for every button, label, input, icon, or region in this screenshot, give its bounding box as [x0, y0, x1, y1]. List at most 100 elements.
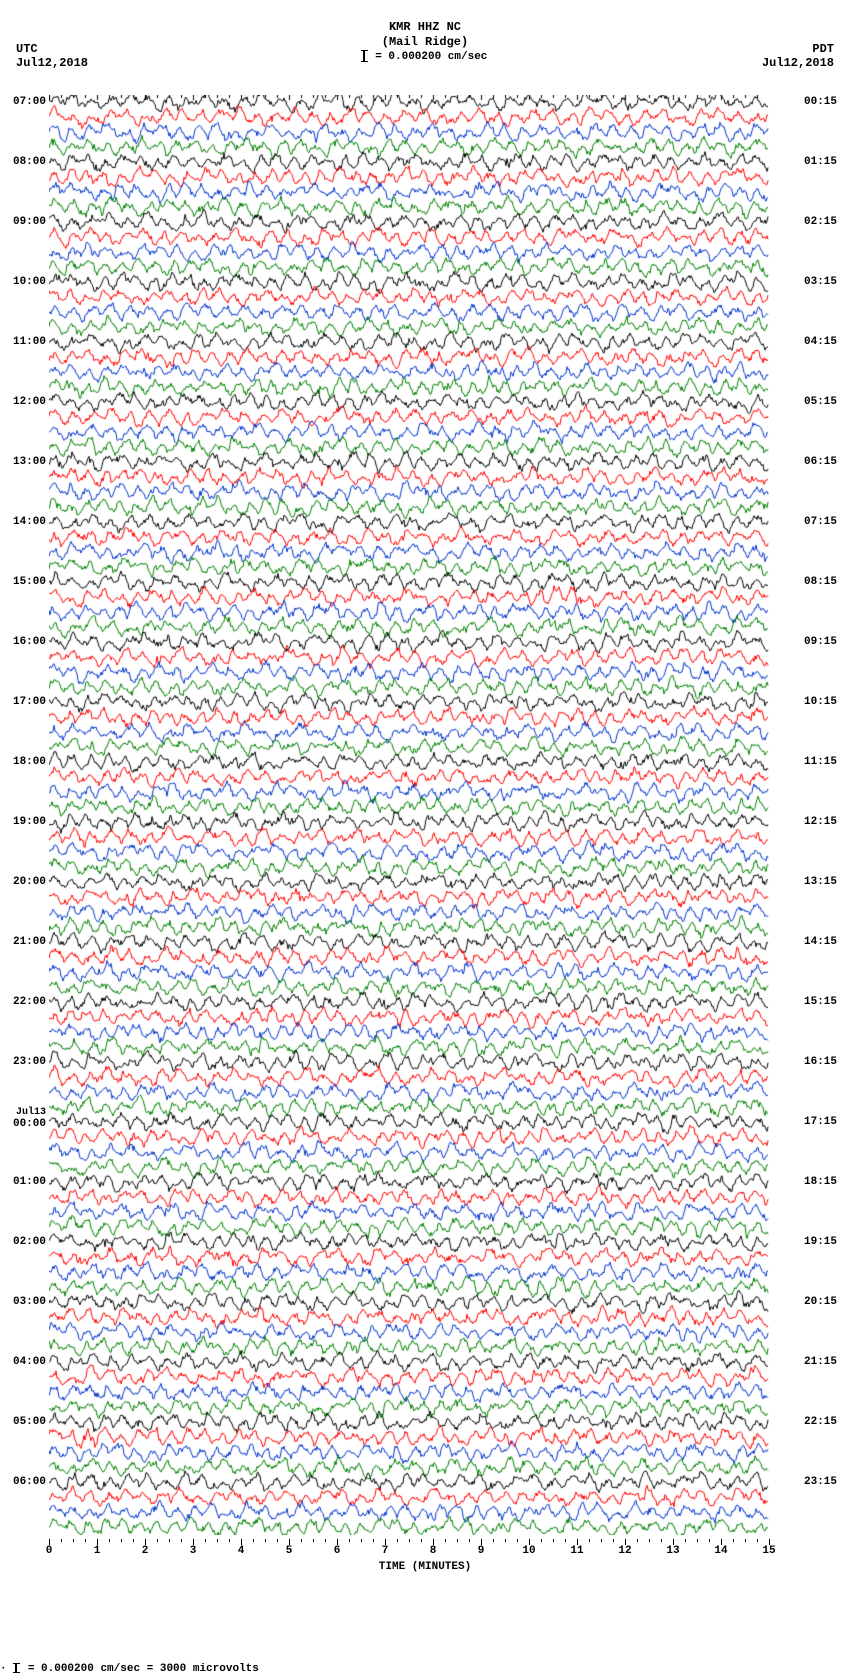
station-code: KMR HHZ NC	[0, 20, 850, 35]
x-tick-label: 4	[238, 1545, 245, 1557]
x-tick-minor	[697, 1539, 698, 1542]
left-hour-label: 03:00	[13, 1296, 46, 1308]
footer-text: = 0.000200 cm/sec = 3000 microvolts	[28, 1663, 259, 1675]
left-hour-label: 20:00	[13, 876, 46, 888]
x-axis-ticks	[49, 1539, 769, 1547]
x-tick-minor	[649, 1539, 650, 1542]
x-tick-minor	[553, 1539, 554, 1542]
left-hour-label: 23:00	[13, 1056, 46, 1068]
left-hour-label: 04:00	[13, 1356, 46, 1368]
left-date: Jul12,2018	[16, 56, 88, 70]
header-center: KMR HHZ NC (Mail Ridge) = 0.000200 cm/se…	[0, 20, 850, 65]
header-right: PDT Jul12,2018	[762, 42, 834, 70]
left-hour-label: 19:00	[13, 816, 46, 828]
x-tick-minor	[277, 1539, 278, 1542]
x-tick-minor	[445, 1539, 446, 1542]
x-tick-label: 13	[666, 1545, 679, 1557]
right-hour-label: 06:15	[804, 456, 837, 468]
x-tick-minor	[361, 1539, 362, 1542]
x-tick-minor	[457, 1539, 458, 1542]
x-tick-minor	[469, 1539, 470, 1542]
footer-dot: ·	[0, 1663, 7, 1675]
x-tick-minor	[373, 1539, 374, 1542]
right-hour-label: 11:15	[804, 756, 837, 768]
left-hour-label: 10:00	[13, 276, 46, 288]
x-tick-label: 6	[334, 1545, 341, 1557]
left-hour-label: 07:00	[13, 96, 46, 108]
seismogram-canvas	[49, 95, 769, 1535]
right-hour-label: 07:15	[804, 516, 837, 528]
x-tick-minor	[265, 1539, 266, 1542]
left-hour-label: Jul1300:00	[13, 1108, 46, 1130]
x-tick-minor	[661, 1539, 662, 1542]
x-tick-minor	[685, 1539, 686, 1542]
x-tick-minor	[313, 1539, 314, 1542]
right-hour-label: 16:15	[804, 1056, 837, 1068]
x-tick-minor	[205, 1539, 206, 1542]
left-hour-label: 11:00	[13, 336, 46, 348]
right-hour-label: 04:15	[804, 336, 837, 348]
scale-bar-icon	[363, 50, 365, 62]
right-hour-label: 03:15	[804, 276, 837, 288]
left-hour-label: 02:00	[13, 1236, 46, 1248]
footer-area: · = 0.000200 cm/sec = 3000 microvolts	[0, 1579, 850, 1639]
x-tick-minor	[229, 1539, 230, 1542]
x-tick-minor	[493, 1539, 494, 1542]
x-tick-minor	[421, 1539, 422, 1542]
right-hour-label: 22:15	[804, 1416, 837, 1428]
x-axis: 0123456789101112131415 TIME (MINUTES)	[0, 1539, 850, 1579]
x-tick-label: 1	[94, 1545, 101, 1557]
left-hour-label: 15:00	[13, 576, 46, 588]
x-tick-label: 14	[714, 1545, 727, 1557]
x-tick-minor	[613, 1539, 614, 1542]
x-tick-minor	[709, 1539, 710, 1542]
x-tick-minor	[121, 1539, 122, 1542]
right-hour-label: 15:15	[804, 996, 837, 1008]
left-hour-labels: 07:0008:0009:0010:0011:0012:0013:0014:00…	[0, 95, 48, 1535]
right-hour-label: 19:15	[804, 1236, 837, 1248]
x-tick-minor	[301, 1539, 302, 1542]
right-timezone: PDT	[762, 42, 834, 56]
x-tick-minor	[517, 1539, 518, 1542]
x-tick-label: 3	[190, 1545, 197, 1557]
left-hour-label: 12:00	[13, 396, 46, 408]
footer-bar-icon	[15, 1663, 17, 1673]
right-hour-label: 05:15	[804, 396, 837, 408]
right-hour-label: 20:15	[804, 1296, 837, 1308]
right-hour-label: 23:15	[804, 1476, 837, 1488]
x-tick-minor	[565, 1539, 566, 1542]
right-hour-label: 21:15	[804, 1356, 837, 1368]
x-tick-minor	[253, 1539, 254, 1542]
x-tick-minor	[745, 1539, 746, 1542]
seismogram-page: UTC Jul12,2018 KMR HHZ NC (Mail Ridge) =…	[0, 0, 850, 1639]
left-hour-label: 14:00	[13, 516, 46, 528]
right-hour-label: 10:15	[804, 696, 837, 708]
x-tick-minor	[169, 1539, 170, 1542]
right-hour-label: 14:15	[804, 936, 837, 948]
x-tick-label: 7	[382, 1545, 389, 1557]
footer-scale: · = 0.000200 cm/sec = 3000 microvolts	[0, 1663, 259, 1675]
left-hour-label: 16:00	[13, 636, 46, 648]
left-hour-label: 18:00	[13, 756, 46, 768]
station-name: (Mail Ridge)	[0, 35, 850, 50]
x-tick-minor	[133, 1539, 134, 1542]
right-hour-label: 12:15	[804, 816, 837, 828]
left-hour-label: 09:00	[13, 216, 46, 228]
x-tick-label: 5	[286, 1545, 293, 1557]
right-hour-label: 02:15	[804, 216, 837, 228]
scale-text: = 0.000200 cm/sec	[375, 51, 487, 63]
x-tick-minor	[757, 1539, 758, 1542]
x-tick-minor	[541, 1539, 542, 1542]
x-tick-minor	[397, 1539, 398, 1542]
left-hour-label: 08:00	[13, 156, 46, 168]
x-tick-minor	[505, 1539, 506, 1542]
right-date: Jul12,2018	[762, 56, 834, 70]
x-tick-minor	[85, 1539, 86, 1542]
x-tick-minor	[637, 1539, 638, 1542]
x-tick-label: 15	[762, 1545, 775, 1557]
right-hour-label: 18:15	[804, 1176, 837, 1188]
left-timezone: UTC	[16, 42, 88, 56]
x-tick-minor	[601, 1539, 602, 1542]
x-tick-minor	[109, 1539, 110, 1542]
right-hour-label: 00:15	[804, 96, 837, 108]
